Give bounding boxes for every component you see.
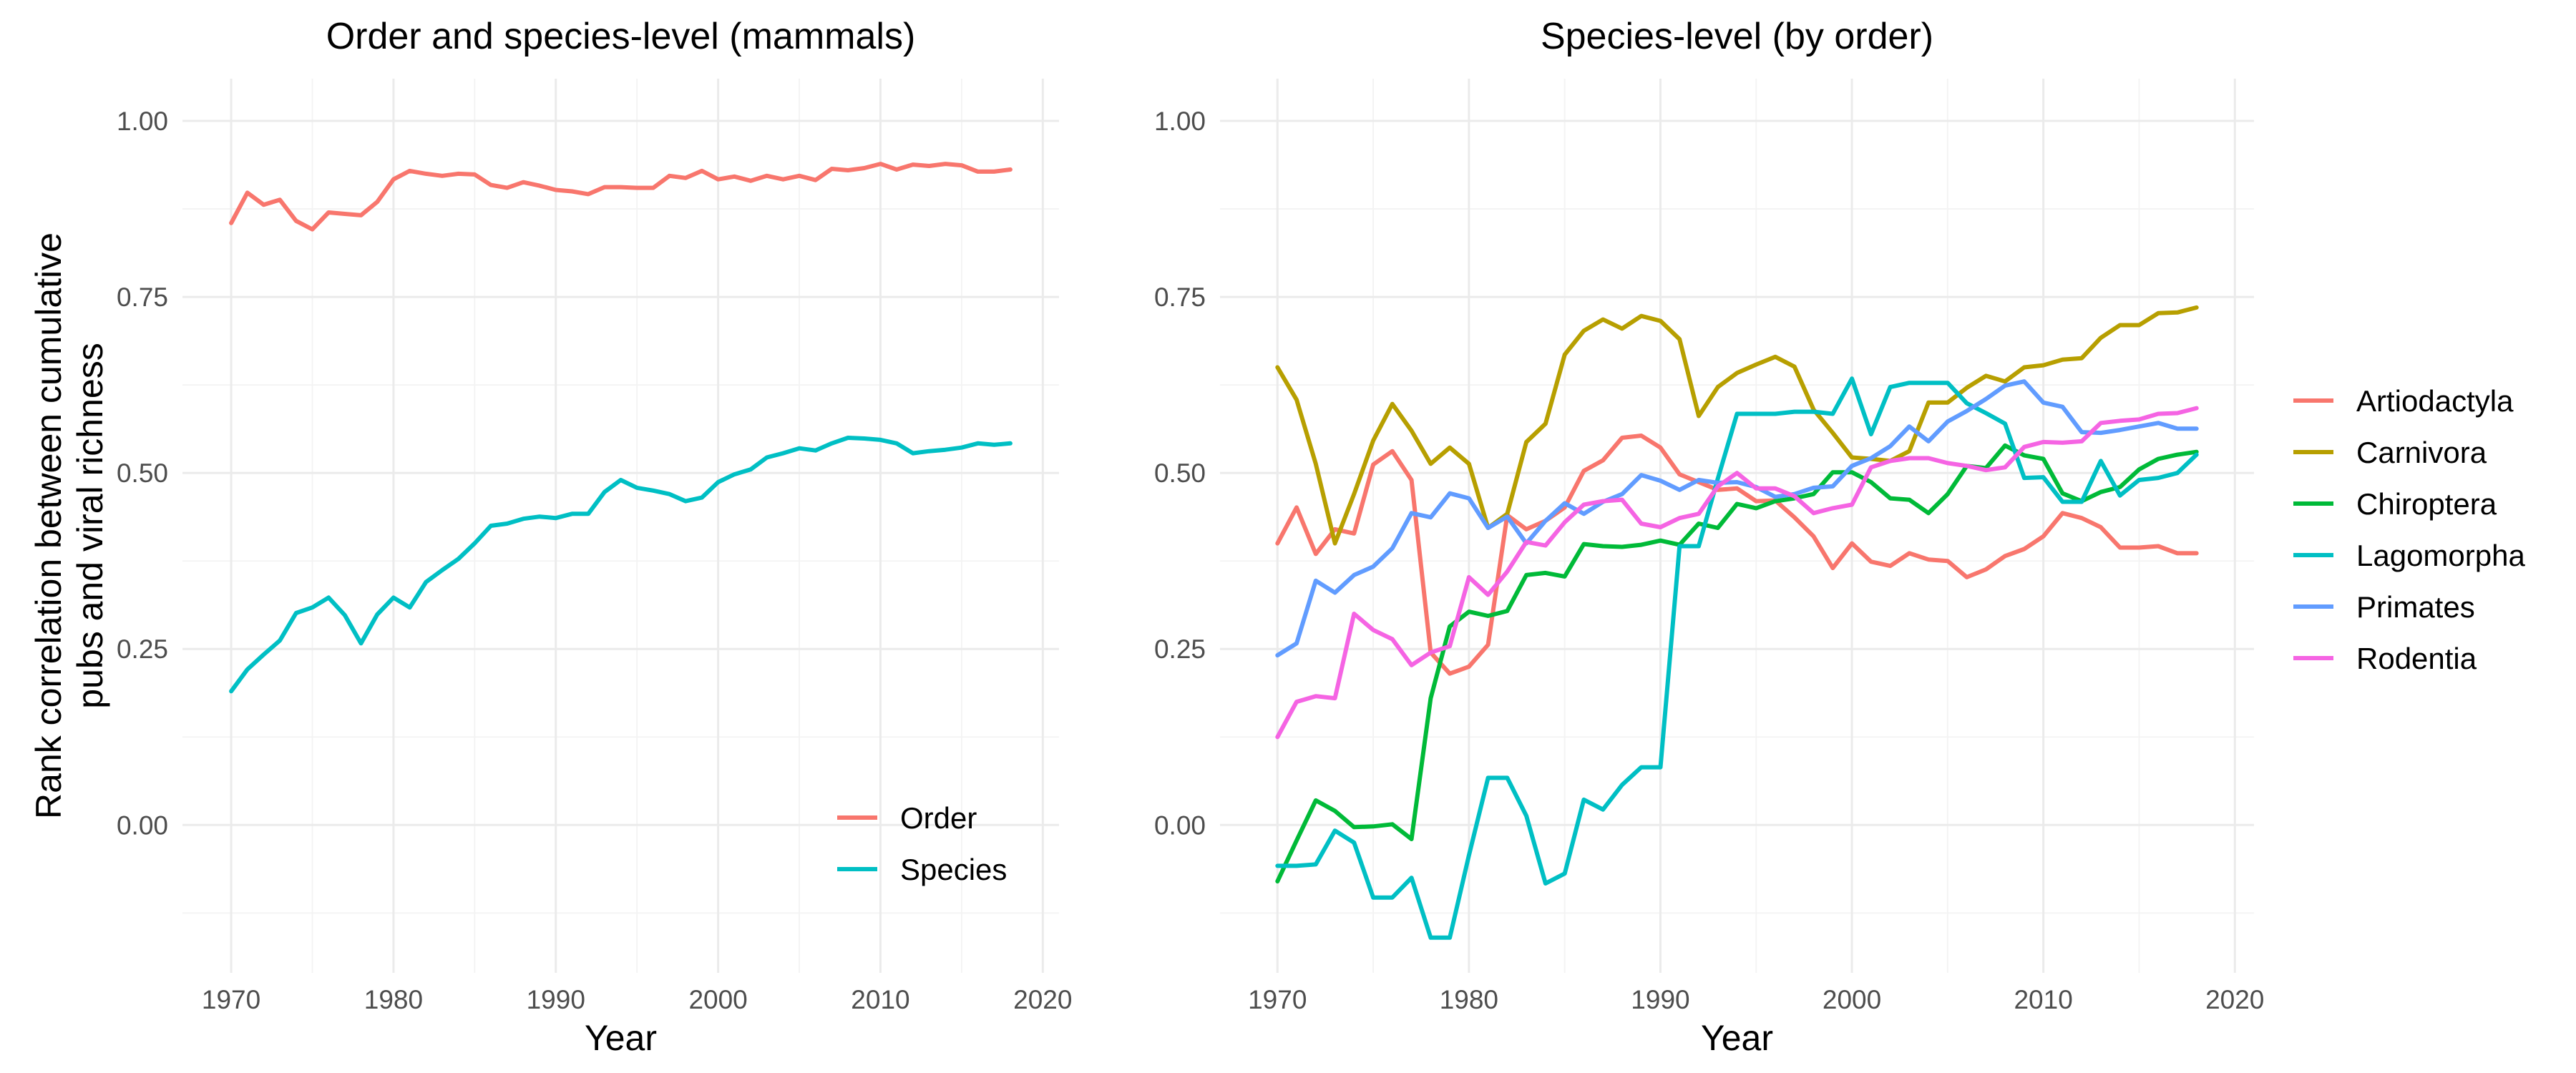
- y-tick-label: 0.25: [1154, 635, 1206, 664]
- legend-label-species: Species: [900, 853, 1007, 886]
- x-axis-title: Year: [1701, 1018, 1773, 1058]
- series-line-chiroptera: [1275, 443, 2199, 883]
- x-tick-label: 1980: [364, 985, 423, 1014]
- x-tick-label: 2020: [2205, 985, 2264, 1014]
- panel-title: Species-level (by order): [1541, 16, 1933, 57]
- y-tick-label: 0.25: [117, 635, 168, 664]
- x-tick-label: 2000: [688, 985, 747, 1014]
- legend: Artiodactyla Carnivora Chiroptera Lagomorph…: [2293, 384, 2525, 675]
- legend-label-chiroptera: Chiroptera: [2356, 487, 2497, 521]
- legend-label-carnivora: Carnivora: [2356, 436, 2487, 469]
- series-line-order: [229, 162, 1013, 232]
- y-tick-label: 0.00: [117, 810, 168, 840]
- y-tick-label: 1.00: [117, 107, 168, 136]
- y-tick-label: 1.00: [1154, 107, 1206, 136]
- y-axis-title-line: Rank correlation between cumulative: [29, 232, 69, 819]
- series-line-primates: [1275, 379, 2199, 658]
- series-line-rodentia: [1275, 406, 2199, 740]
- legend: Order Species: [837, 801, 1007, 886]
- x-tick-label: 2000: [1823, 985, 1881, 1014]
- x-tick-label: 2010: [851, 985, 909, 1014]
- panel-species-by-order: 1970 1980 1990 2000 2010 2020 0.00 0.25 0.50 0.75…: [1154, 16, 2525, 1058]
- y-tick-label: 0.00: [1154, 810, 1206, 840]
- panel-order-species-mammals: 1970 1980 1990 2000 2010 2020 0.00 0.25 0.50 0.75…: [117, 16, 1072, 1058]
- legend-label-lagomorpha: Lagomorpha: [2356, 539, 2525, 572]
- x-tick-label: 1980: [1440, 985, 1498, 1014]
- x-tick-label: 1970: [202, 985, 260, 1014]
- series-line-species: [229, 436, 1013, 694]
- x-tick-label: 2020: [1013, 985, 1072, 1014]
- y-axis-title-line: pubs and viral richness: [70, 343, 110, 708]
- legend-label-primates: Primates: [2356, 590, 2475, 624]
- series-line-carnivora: [1275, 305, 2199, 546]
- y-tick-label: 0.50: [117, 459, 168, 488]
- x-tick-label: 1990: [527, 985, 585, 1014]
- series-line-lagomorpha: [1275, 376, 2199, 940]
- x-tick-label: 1990: [1631, 985, 1689, 1014]
- legend-label-artiodactyla: Artiodactyla: [2356, 384, 2514, 418]
- legend-label-rodentia: Rodentia: [2356, 642, 2477, 675]
- y-tick-label: 0.50: [1154, 459, 1206, 488]
- x-axis-title: Year: [585, 1018, 657, 1058]
- y-axis-title: Rank correlation between cumulativepubs …: [29, 232, 110, 819]
- y-tick-label: 0.75: [117, 283, 168, 312]
- x-tick-label: 1970: [1248, 985, 1307, 1014]
- x-tick-label: 2010: [2014, 985, 2072, 1014]
- panel-title: Order and species-level (mammals): [326, 16, 916, 57]
- y-tick-label: 0.75: [1154, 283, 1206, 312]
- legend-label-order: Order: [900, 801, 977, 835]
